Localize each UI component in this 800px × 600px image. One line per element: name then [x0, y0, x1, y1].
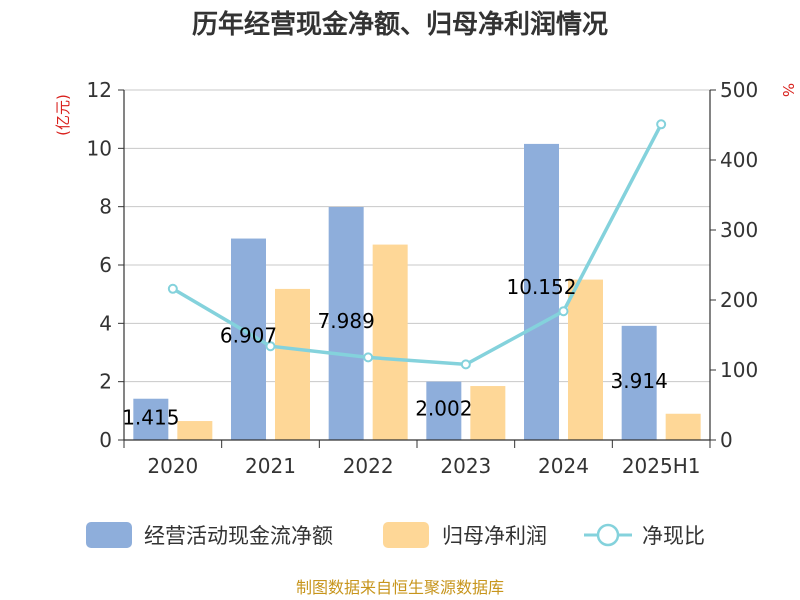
- data-label: 3.914: [611, 369, 668, 393]
- legend-swatch-ratio-marker: [596, 523, 620, 547]
- line-point: [558, 306, 569, 317]
- y-right-tick-label: 400: [720, 148, 758, 172]
- data-label: 10.152: [507, 275, 577, 299]
- line-point: [167, 283, 178, 294]
- line-point: [363, 352, 374, 363]
- bar-net-profit: [372, 244, 408, 440]
- y-right-unit-label: %: [779, 83, 797, 97]
- legend-label-ratio: 净现比: [642, 524, 705, 548]
- y-right-tick-label: 200: [720, 288, 758, 312]
- legend-swatch-cashflow: [86, 522, 132, 548]
- x-tick-label: 2023: [440, 454, 491, 478]
- y-left-tick-label: 10: [87, 136, 112, 160]
- data-label: 7.989: [318, 309, 375, 333]
- y-left-tick-label: 8: [99, 195, 112, 219]
- footer-source: 制图数据来自恒生聚源数据库: [296, 578, 504, 597]
- chart-title: 历年经营现金净额、归母净利润情况: [192, 9, 608, 40]
- y-left-unit-label: (亿元): [54, 94, 72, 136]
- legend-label-cashflow: 经营活动现金流净额: [144, 524, 333, 548]
- bar-net-profit: [177, 421, 213, 440]
- y-left-tick-label: 4: [99, 311, 112, 335]
- y-right-tick-label: 0: [720, 428, 733, 452]
- line-point: [460, 359, 471, 370]
- data-label: 1.415: [122, 406, 179, 430]
- x-tick-label: 2020: [147, 454, 198, 478]
- line-point: [656, 119, 667, 130]
- bar-cashflow: [133, 398, 169, 440]
- y-left-tick-label: 12: [87, 78, 112, 102]
- x-tick-label: 2025H1: [622, 454, 701, 478]
- x-tick-label: 2024: [538, 454, 589, 478]
- y-right-tick-label: 300: [720, 218, 758, 242]
- bar-cashflow: [621, 325, 657, 440]
- data-label: 2.002: [415, 397, 472, 421]
- data-label: 6.907: [220, 324, 277, 348]
- bar-cashflow: [524, 143, 559, 440]
- line-point: [265, 341, 276, 352]
- legend-swatch-net-profit: [383, 522, 429, 548]
- bar-net-profit: [665, 413, 701, 440]
- legend: 经营活动现金流净额 归母净利润 净现比: [86, 522, 705, 548]
- line-ratio: [171, 123, 663, 367]
- y-right-tick-label: 500: [720, 78, 758, 102]
- y-right-tick-label: 100: [720, 358, 758, 382]
- bar-net-profit: [470, 386, 506, 440]
- plot-layer: 0 2 4 6 8 10 12 0 100 200 300 400 500 2020 2021 2022 202…: [87, 78, 759, 478]
- y-left-tick-label: 6: [99, 253, 112, 277]
- y-left-tick-label: 2: [99, 370, 112, 394]
- bar-cashflow: [426, 381, 462, 440]
- legend-label-net-profit: 归母净利润: [442, 524, 547, 548]
- x-tick-label: 2021: [245, 454, 296, 478]
- bar-net-profit: [275, 288, 310, 440]
- bar-net-profit: [568, 279, 603, 440]
- x-tick-label: 2022: [343, 454, 394, 478]
- y-left-tick-label: 0: [99, 428, 112, 452]
- bar-cashflow: [328, 206, 364, 440]
